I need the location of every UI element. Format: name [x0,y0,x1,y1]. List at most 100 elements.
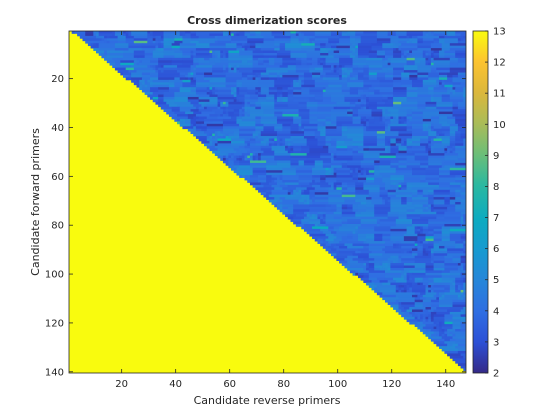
heatmap-cell [150,89,159,93]
heatmap-cell [293,138,308,142]
heatmap-cell [220,155,224,159]
heatmap-cell [155,35,159,39]
heatmap-cell [298,79,302,83]
heatmap-cell [417,99,432,103]
heatmap-cell [152,65,156,69]
heatmap-cell [433,250,448,254]
heatmap-cell [403,265,416,269]
heatmap-cell [455,331,461,335]
heatmap-cell [244,106,248,110]
heatmap-cell [282,111,299,115]
heatmap-cell [239,160,251,164]
heatmap-cell [368,89,375,93]
heatmap-cell [390,60,407,64]
heatmap-cell [417,248,424,252]
heatmap-cell [357,275,364,279]
heatmap-cell [320,72,324,76]
heatmap-cell [460,260,466,264]
heatmap-cell [428,253,432,257]
heatmap-cell [384,52,394,56]
heatmap-cell [228,65,232,69]
heatmap-cell [236,31,240,34]
heatmap-cell [393,50,402,54]
heatmap-cell [360,250,372,254]
heatmap-cell [231,140,245,144]
heatmap-cell [341,182,348,186]
heatmap-cell [282,140,286,144]
heatmap-cell [368,104,378,108]
heatmap-cell [460,236,466,240]
heatmap-cell [325,72,340,76]
heatmap-cell [382,177,391,181]
heatmap-cell [314,96,324,100]
heatmap-cell [433,248,448,252]
heatmap-cell [298,182,310,186]
heatmap-cell [406,204,416,208]
heatmap-cell [398,182,402,186]
heatmap-cell [220,52,224,56]
heatmap-cell [303,131,316,134]
heatmap-cell [406,160,421,164]
heatmap-cell [260,33,272,37]
heatmap-cell [174,118,178,122]
heatmap-cell [463,138,466,142]
heatmap-cell [355,216,362,220]
heatmap-cell [403,52,407,56]
heatmap-cell [252,67,267,71]
heatmap-cell [214,111,224,115]
heatmap-cell [357,109,372,113]
heatmap-cell [390,123,407,127]
heatmap-cell [447,343,453,347]
heatmap-cell [309,182,318,186]
heatmap-cell [322,148,329,152]
heatmap-cell [355,182,364,186]
heatmap-cell [325,187,329,191]
heatmap-cell [114,33,119,37]
heatmap-cell [371,45,383,49]
heatmap-cell [247,74,254,78]
heatmap-cell [390,116,394,120]
heatmap-cell [131,31,146,34]
heatmap-cell [241,60,248,64]
heatmap-cell [190,101,200,105]
heatmap-cell [398,260,402,264]
heatmap-cell [363,92,370,95]
heatmap-cell [417,192,424,196]
heatmap-cell [452,336,459,340]
heatmap-cell [168,84,175,88]
heatmap-cell [441,160,445,164]
heatmap-cell [320,136,326,139]
heatmap-cell [422,31,426,34]
heatmap-cell [455,92,464,95]
heatmap-cell [341,87,351,91]
heatmap-cell [206,89,210,93]
heatmap-cell [409,285,413,288]
heatmap-cell [433,258,445,262]
heatmap-cell [449,187,461,191]
heatmap-cell [436,67,451,71]
heatmap-cell [425,177,440,181]
heatmap-cell [314,131,321,134]
heatmap-cell [309,214,313,218]
heatmap-cell [349,101,356,105]
heatmap-cell [401,116,405,120]
heatmap-cell [336,236,343,240]
heatmap-cell [406,121,410,125]
heatmap-cell [457,265,461,269]
heatmap-cell [393,277,405,281]
heatmap-cell [390,228,407,232]
heatmap-cell [460,79,466,83]
heatmap-cell [414,277,418,281]
heatmap-cell [382,70,389,73]
heatmap-cell [330,187,335,191]
heatmap-cell [433,55,440,59]
heatmap-cell [366,206,375,210]
heatmap-cell [225,162,229,166]
heatmap-cell [433,206,448,210]
heatmap-cell [293,206,310,210]
heatmap-cell [182,79,191,83]
heatmap-cell [463,297,466,301]
heatmap-cell [330,96,345,100]
heatmap-cell [420,245,424,249]
heatmap-cell [430,99,434,103]
